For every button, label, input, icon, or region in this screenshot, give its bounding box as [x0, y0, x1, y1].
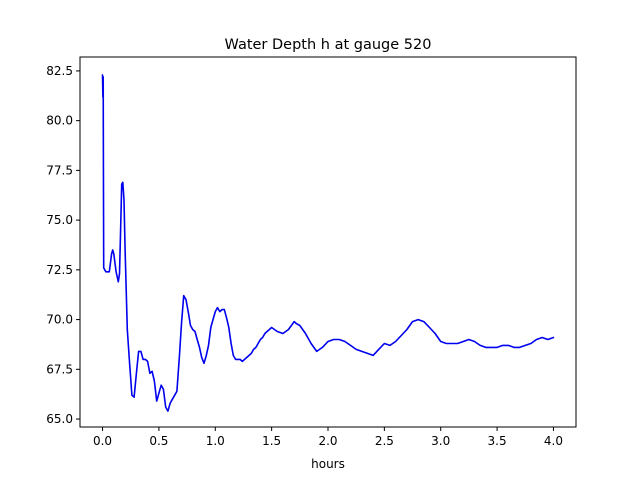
- x-tick-label: 1.5: [262, 434, 281, 448]
- series-layer: [101, 74, 555, 412]
- x-tick-label: 0.0: [93, 434, 112, 448]
- x-tick-label: 2.5: [375, 434, 394, 448]
- y-tick-label: 72.5: [46, 263, 73, 277]
- x-axis-label: hours: [311, 457, 345, 471]
- x-tick-label: 0.5: [149, 434, 168, 448]
- y-axis: 65.0 67.5 70.0 72.5 75.0 77.5 80.0 82.5: [46, 64, 80, 426]
- x-axis: 0.0 0.5 1.0 1.5 2.0 2.5 3.0 3.5 4.0: [93, 427, 563, 448]
- x-tick-label: 2.0: [318, 434, 337, 448]
- y-tick-label: 75.0: [46, 213, 73, 227]
- y-tick-label: 65.0: [46, 412, 73, 426]
- y-tick-label: 77.5: [46, 163, 73, 177]
- y-tick-label: 80.0: [46, 114, 73, 128]
- x-tick-label: 3.0: [431, 434, 450, 448]
- plot-area: [80, 57, 576, 427]
- chart-title: Water Depth h at gauge 520: [225, 37, 432, 53]
- series-line: [101, 74, 555, 412]
- x-tick-label: 4.0: [544, 434, 563, 448]
- x-tick-label: 3.5: [488, 434, 507, 448]
- x-tick-label: 1.0: [206, 434, 225, 448]
- y-tick-label: 82.5: [46, 64, 73, 78]
- y-tick-label: 67.5: [46, 362, 73, 376]
- y-tick-label: 70.0: [46, 313, 73, 327]
- plot-frame: [79, 56, 577, 428]
